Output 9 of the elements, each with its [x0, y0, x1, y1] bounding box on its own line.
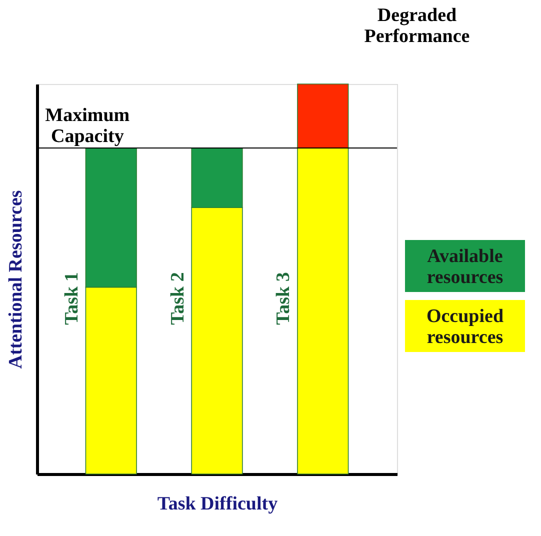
x-tick-label: Task 1: [61, 272, 82, 325]
text: Available resources: [426, 246, 504, 288]
x-tick-label: Task 2: [167, 272, 188, 325]
y-axis-title: Attentional Resources: [6, 190, 26, 369]
x-axis-title: Task Difficulty: [157, 494, 278, 514]
text: Occupied resources: [426, 306, 504, 348]
ref-line-label: Maximum Capacity: [45, 104, 130, 147]
x-tick-label: Task 3: [273, 272, 294, 325]
text: Degraded Performance: [364, 5, 470, 47]
